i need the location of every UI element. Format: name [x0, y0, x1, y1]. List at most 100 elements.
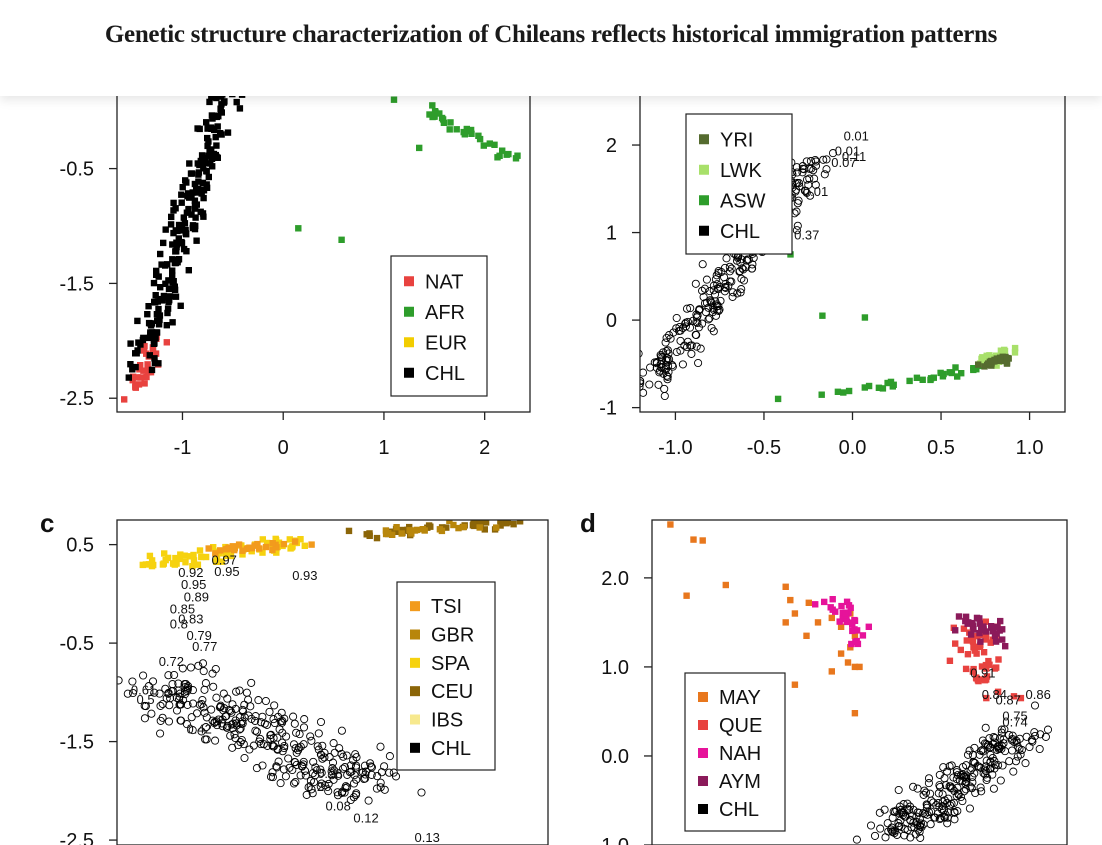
data-point-chl [162, 226, 169, 233]
data-point-chl [208, 112, 216, 119]
data-point-afr [499, 147, 506, 154]
data-point-chl [996, 776, 1005, 785]
data-point-chl [201, 158, 208, 165]
data-point-chl [866, 821, 876, 830]
data-point-chl [296, 742, 305, 751]
data-point-chl [180, 690, 190, 699]
data-point-yri [1002, 353, 1009, 361]
panel-c: 0.970.92 0.95 0.930.950.890.850.830.80.790… [40, 508, 549, 845]
data-point-afr [429, 102, 436, 109]
data-point-may [847, 644, 854, 651]
data-point-chl [139, 336, 147, 344]
data-point-chl [158, 261, 165, 268]
data-point-lwk [981, 357, 989, 364]
data-point-chl [1030, 728, 1039, 737]
data-point-chl [166, 293, 174, 300]
data-point-chl [936, 782, 945, 792]
data-point-chl [361, 767, 371, 776]
data-point-chl [954, 790, 963, 799]
data-point-aym [999, 626, 1006, 633]
data-point-chl [214, 715, 223, 724]
data-point-chl [913, 784, 922, 793]
data-point-chl [1036, 730, 1045, 739]
data-point-spa [286, 536, 293, 543]
legend-swatch-tsi [410, 601, 420, 612]
data-point-chl [201, 723, 210, 732]
data-point-nah [849, 627, 856, 635]
data-point-chl [707, 298, 716, 307]
data-point-chl [281, 772, 290, 781]
data-point-chl [186, 663, 195, 672]
data-point-spa [297, 536, 304, 543]
data-point-chl [663, 372, 672, 381]
data-point-chl [150, 279, 158, 287]
data-point-chl [155, 273, 162, 280]
data-point-chl [372, 784, 381, 793]
data-point-chl [650, 358, 659, 367]
page-title: Genetic structure characterization of Ch… [104, 21, 998, 48]
data-point-chl [317, 779, 326, 788]
data-point-chl [1012, 736, 1021, 745]
data-point-chl [284, 754, 293, 763]
data-point-que [970, 665, 977, 673]
data-point-chl [313, 742, 322, 751]
data-point-afr [505, 150, 512, 158]
plot-area-d: 0.91 0.840.87 0.86 0.740.75 [667, 521, 1053, 844]
y-tick-label: 0.5 [66, 535, 94, 557]
data-point-chl [182, 230, 189, 237]
data-point-chl [289, 779, 299, 788]
data-point-que [963, 637, 970, 644]
data-point-chl [693, 311, 702, 320]
legend-b: YRI LWK ASW CHL [685, 113, 793, 255]
data-point-chl [145, 303, 152, 310]
y-tick-label: 1.0 [601, 657, 629, 679]
data-point-chl [150, 688, 159, 697]
data-point-afr [439, 116, 447, 123]
data-point-chl [300, 715, 309, 724]
data-point-que [982, 661, 990, 669]
legend-label-aym: AYM [719, 771, 761, 793]
data-point-chl [189, 222, 197, 229]
data-point-chl [307, 736, 316, 745]
data-point-chl [792, 163, 801, 172]
data-point-chl [199, 703, 208, 712]
data-point-chl [811, 161, 821, 170]
data-point-chl [188, 699, 198, 708]
data-point-que [986, 661, 993, 668]
data-point-may [791, 610, 799, 617]
data-point-chl [676, 336, 685, 345]
data-point-chl [183, 209, 191, 216]
data-point-nat [130, 373, 137, 380]
data-point-may [828, 668, 835, 675]
point-annotation: 0.87 [996, 692, 1021, 707]
data-point-chl [170, 278, 177, 285]
data-point-may [844, 659, 852, 666]
legend-swatch-ceu [410, 686, 420, 697]
legend-c: TSI GBR SPA CEU IBS CHL [396, 581, 496, 771]
data-point-may [782, 619, 789, 626]
data-point-aym [999, 636, 1006, 643]
point-annotation: 0.08 [326, 799, 351, 814]
legend-label-chl: CHL [431, 738, 471, 760]
data-point-gbr [421, 527, 428, 534]
data-point-chl [208, 94, 215, 101]
data-point-chl [640, 388, 648, 397]
data-point-chl [164, 305, 172, 312]
data-point-chl [909, 782, 918, 791]
data-point-chl [205, 173, 212, 181]
data-point-chl [376, 742, 385, 751]
data-point-chl [713, 280, 722, 289]
data-point-chl [978, 736, 987, 745]
data-point-chl [687, 349, 696, 358]
data-point-aym [978, 626, 985, 633]
data-point-chl [153, 267, 160, 275]
data-point-chl [195, 178, 202, 185]
legend-swatch-eur [404, 337, 414, 348]
data-point-chl [154, 311, 162, 318]
data-point-chl [147, 320, 154, 327]
data-point-chl [655, 366, 665, 375]
data-point-aym [992, 638, 1000, 645]
data-point-chl [148, 677, 158, 686]
data-point-chl [204, 125, 211, 132]
data-point-asw [879, 385, 887, 392]
